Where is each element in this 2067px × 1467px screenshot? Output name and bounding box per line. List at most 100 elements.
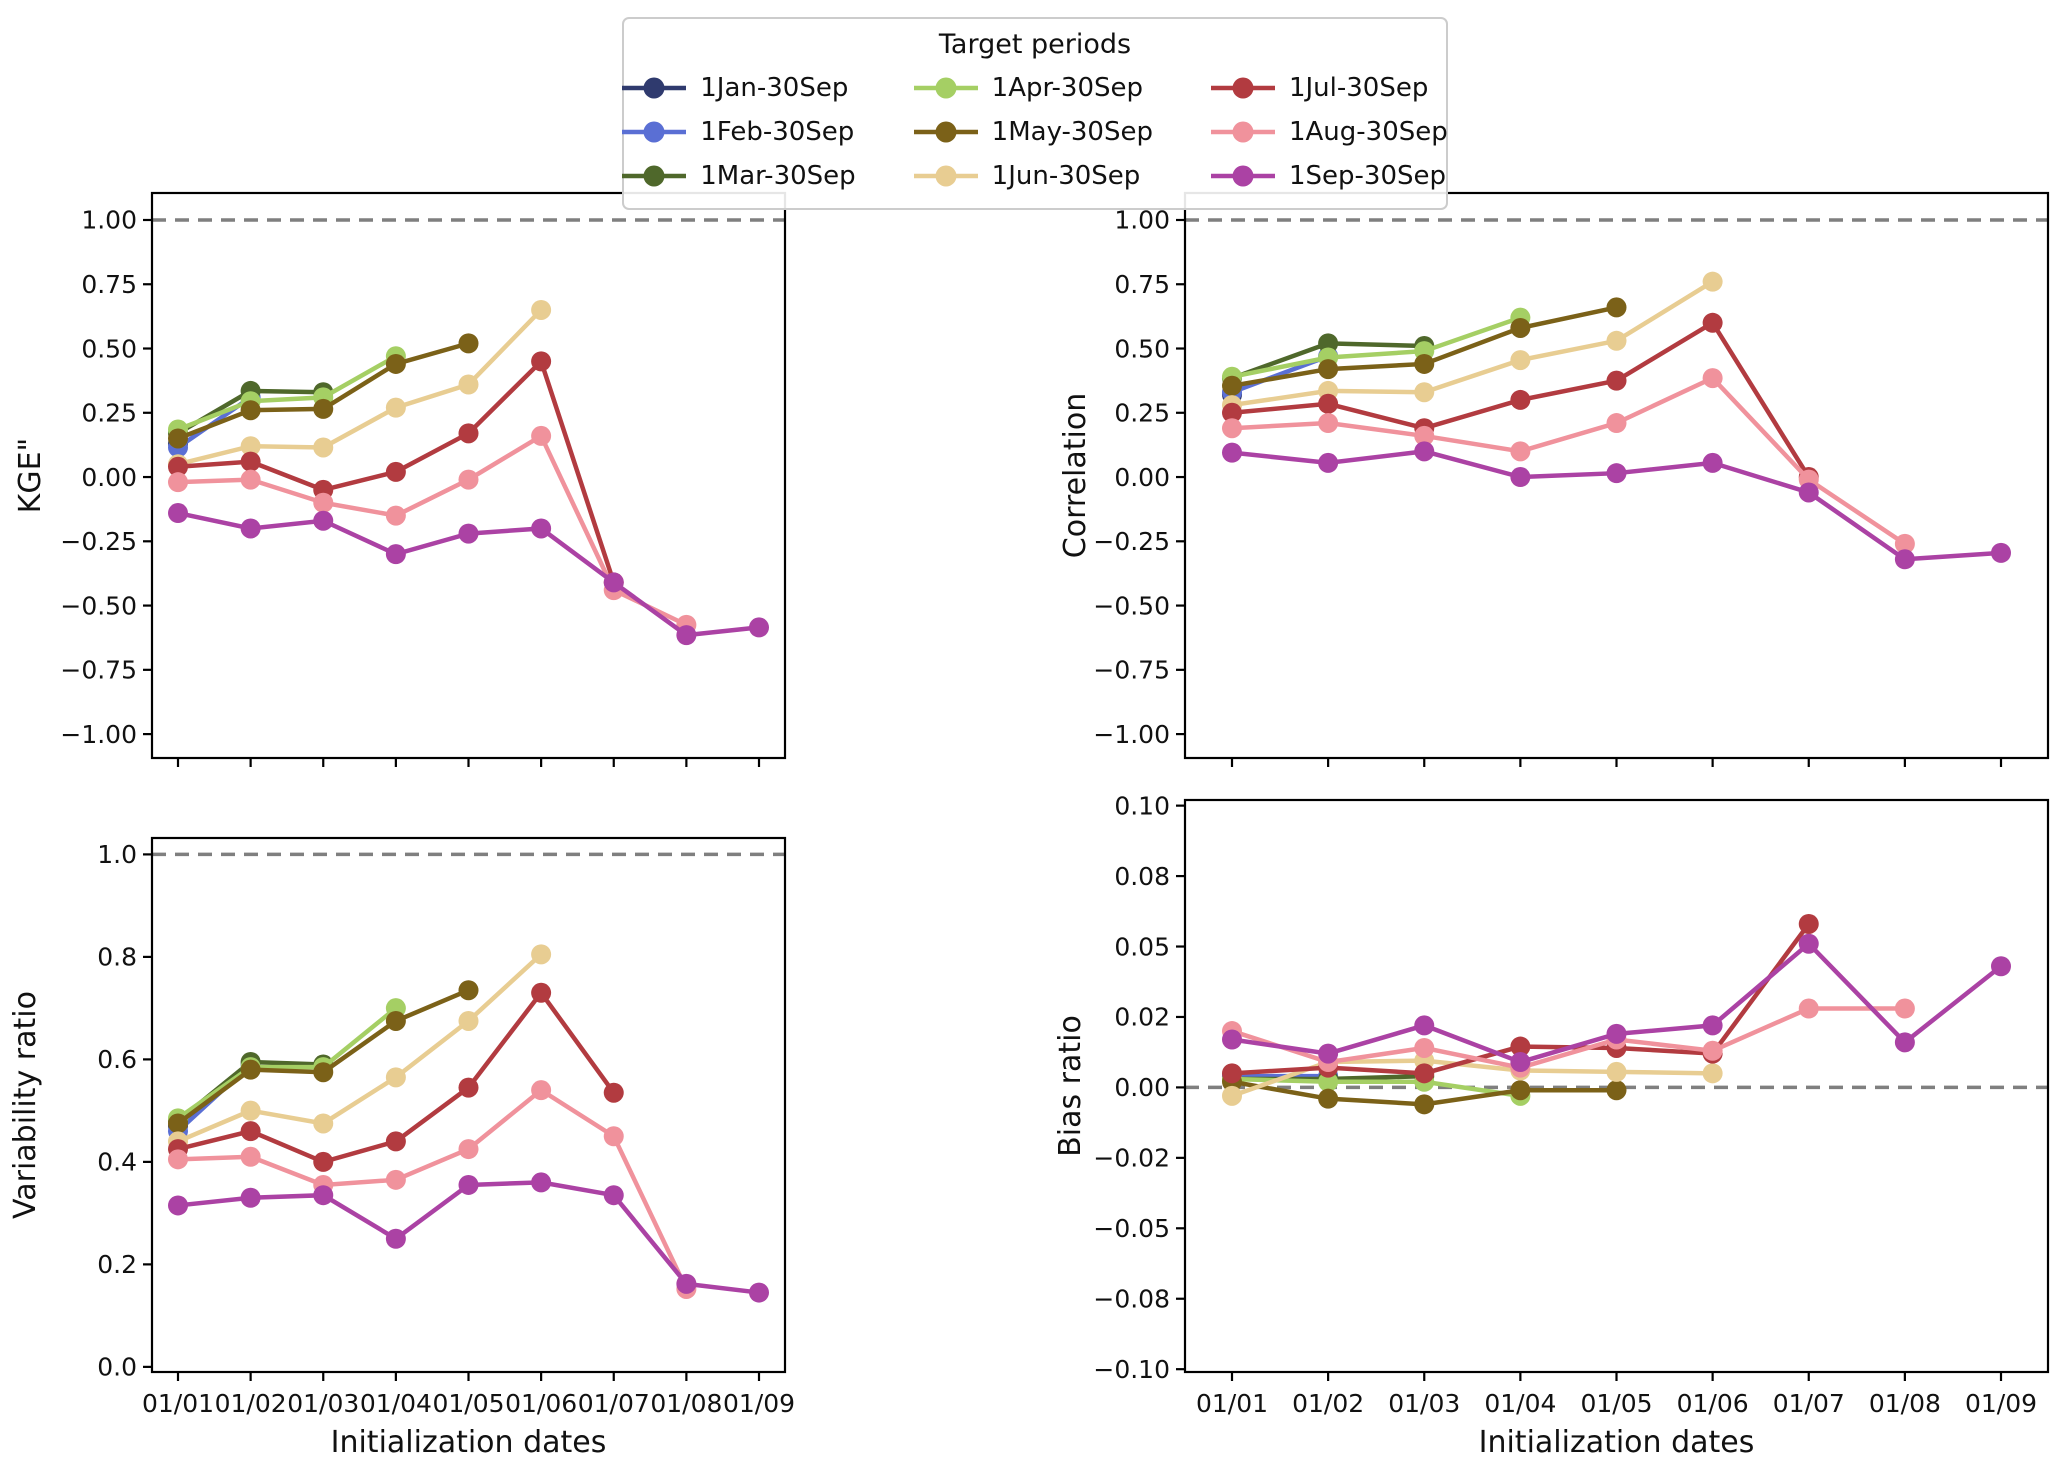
data-point-marker — [385, 353, 406, 374]
data-point-marker — [385, 1169, 406, 1190]
series-1May-30Sep — [1222, 297, 1627, 396]
data-point-marker — [1510, 1036, 1531, 1057]
x-tick-label: 01/02 — [1292, 1389, 1364, 1418]
data-point-marker — [1606, 463, 1627, 484]
legend-item-1Sep-30Sep: 1Sep-30Sep — [1210, 161, 1448, 191]
data-point-marker — [531, 1080, 552, 1101]
data-point-marker — [458, 333, 479, 354]
data-point-marker — [313, 510, 334, 531]
legend-dot — [643, 165, 665, 187]
data-point-marker — [458, 469, 479, 490]
series-1Apr-30Sep — [1222, 307, 1531, 387]
legend-dot — [935, 77, 957, 99]
legend-box: Target periods 1Jan-30Sep 1Feb-30Sep 1Mar-… — [622, 17, 1448, 210]
series-1Sep-30Sep — [1222, 933, 2011, 1073]
data-point-marker — [1510, 1080, 1531, 1101]
y-tick-label: −0.75 — [60, 656, 137, 685]
x-tick-label: 01/09 — [1965, 1389, 2037, 1418]
series-line — [176, 1006, 398, 1121]
data-point-marker — [240, 1059, 261, 1080]
y-tick-label: −0.25 — [1093, 527, 1170, 556]
legend-dot — [935, 121, 957, 143]
data-point-marker — [749, 617, 769, 638]
legend-item-label: 1Jun-30Sep — [991, 161, 1141, 191]
x-axis-label: Initialization dates — [1479, 1425, 1755, 1460]
series-line — [1231, 315, 1522, 379]
y-tick-label: 0.25 — [1114, 399, 1170, 428]
data-point-marker — [1318, 333, 1339, 354]
legend-line-marker-icon — [1210, 77, 1275, 99]
data-point-marker — [1414, 425, 1435, 446]
y-tick-label: −1.00 — [60, 720, 137, 749]
data-point-marker — [1702, 368, 1723, 389]
data-point-marker — [749, 1282, 769, 1303]
legend-dot — [1232, 77, 1254, 99]
data-point-marker — [458, 523, 479, 544]
data-point-marker — [313, 398, 334, 419]
legend-dot — [643, 77, 665, 99]
legend-dot — [643, 121, 665, 143]
data-point-marker — [531, 425, 552, 446]
legend-item-label: 1Sep-30Sep — [1288, 161, 1446, 191]
data-point-marker — [1798, 998, 1819, 1019]
data-point-marker — [385, 461, 406, 482]
legend-line-marker-icon — [622, 165, 687, 187]
data-point-marker — [458, 1077, 479, 1098]
data-point-marker — [1894, 998, 1915, 1019]
y-axis-label: KGE" — [13, 438, 48, 514]
y-tick-label: 0.2 — [97, 1250, 137, 1279]
data-point-marker — [1894, 1032, 1915, 1053]
data-point-marker — [240, 1187, 261, 1208]
panel-kge: 1.00 0.75 0.50 0.25 0.00 −0.25 −0.50 −0.75 −1.00… — [13, 191, 787, 767]
data-point-marker — [1318, 393, 1339, 414]
x-tick-label: 01/06 — [505, 1389, 577, 1418]
data-point-marker — [531, 518, 552, 539]
series-line — [177, 1180, 760, 1295]
data-point-marker — [385, 1228, 406, 1249]
data-point-marker — [1894, 549, 1915, 570]
data-point-marker — [313, 1062, 334, 1083]
x-tick-label: 01/07 — [578, 1389, 650, 1418]
data-point-marker — [1991, 956, 2011, 977]
data-point-marker — [1414, 1015, 1435, 1036]
data-point-marker — [1222, 375, 1242, 396]
x-tick-label: 01/09 — [723, 1389, 795, 1418]
data-point-marker — [458, 1139, 479, 1160]
data-point-marker — [1318, 1071, 1339, 1092]
data-point-marker — [168, 503, 188, 524]
data-point-marker — [385, 1010, 406, 1031]
panel-bias-ratio: 0.10 0.08 0.05 0.02 0.00 −0.02 −0.05 −0.08 −0.10… — [1053, 791, 2050, 1460]
data-point-marker — [168, 456, 188, 477]
y-tick-label: −0.50 — [1093, 591, 1170, 620]
data-point-marker — [385, 397, 406, 418]
data-point-marker — [240, 518, 261, 539]
legend-dot — [1232, 121, 1254, 143]
data-point-marker — [1222, 442, 1242, 463]
y-tick-label: 0.8 — [97, 943, 137, 972]
data-point-marker — [1702, 1040, 1723, 1061]
data-point-marker — [1702, 1015, 1723, 1036]
panel-correlation: 1.00 0.75 0.50 0.25 0.00 −0.25 −0.50 −0.75 −1.00… — [1058, 191, 2050, 767]
y-tick-label: 1.00 — [81, 206, 137, 235]
y-tick-label: −0.10 — [1093, 1355, 1170, 1384]
data-point-marker — [458, 980, 479, 1001]
legend-item-1Jan-30Sep: 1Jan-30Sep — [622, 73, 855, 103]
data-point-marker — [458, 1174, 479, 1195]
legend-line-marker-icon — [913, 121, 978, 143]
y-tick-label: 0.50 — [81, 334, 137, 363]
y-tick-label: 0.6 — [97, 1045, 137, 1074]
data-point-marker — [676, 1273, 697, 1294]
data-point-marker — [240, 1146, 261, 1167]
x-tick-label: 01/08 — [1869, 1389, 1941, 1418]
data-point-marker — [385, 505, 406, 526]
data-point-marker — [168, 1149, 188, 1170]
y-tick-label: 0.0 — [97, 1353, 137, 1382]
data-point-marker — [168, 1195, 188, 1216]
data-point-marker — [1414, 1037, 1435, 1058]
data-point-marker — [1318, 359, 1339, 380]
data-point-marker — [531, 351, 552, 372]
data-point-marker — [313, 492, 334, 513]
data-point-marker — [603, 572, 624, 593]
data-point-marker — [1222, 1063, 1242, 1084]
